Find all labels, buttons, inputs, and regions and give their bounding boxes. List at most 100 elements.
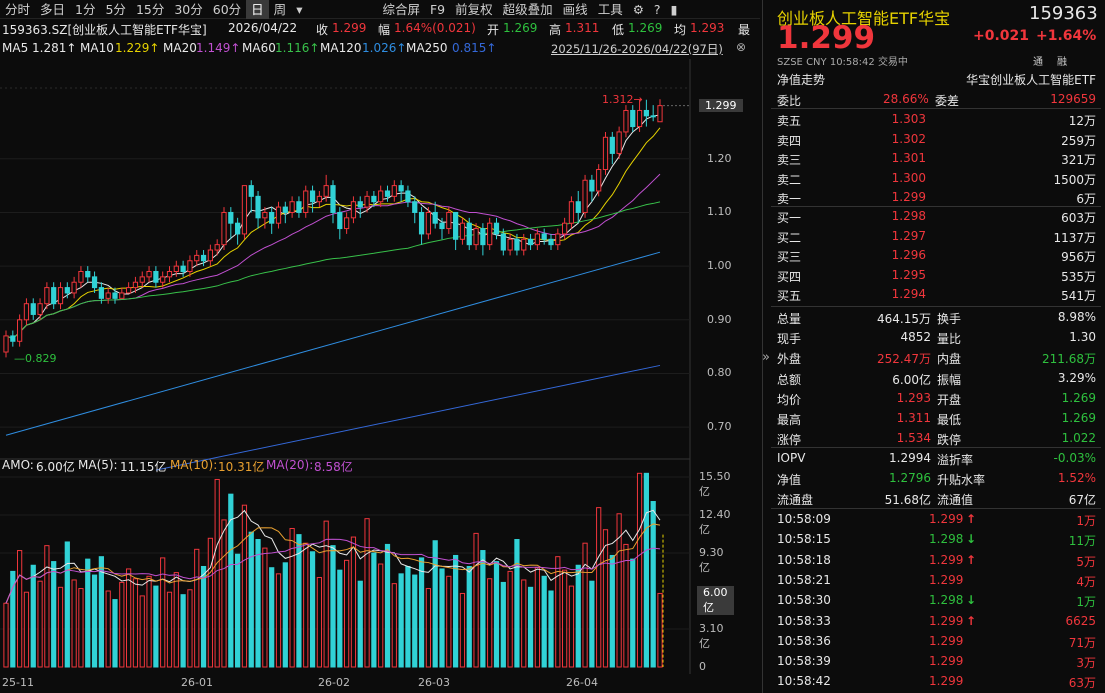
toolbar-item[interactable]: 画线 (562, 1, 588, 17)
high-marker: 1.312→ (602, 93, 643, 106)
level-price: 1.300 (891, 170, 926, 185)
toolbar-item[interactable]: 周 (273, 1, 287, 17)
candle-body (303, 190, 309, 213)
tick-time: 10:58:09 (777, 512, 831, 526)
volume-bar (23, 591, 30, 668)
candle-body (473, 228, 479, 246)
candle-body (487, 222, 493, 246)
tick-time: 10:58:39 (777, 654, 831, 669)
volume-bar (364, 518, 370, 668)
ma5-line (5, 114, 661, 340)
toolbar-item[interactable]: 综合屏 (382, 1, 420, 17)
candle-body (357, 201, 363, 208)
candle-body (425, 211, 431, 235)
collapse-panel-icon[interactable]: » (762, 350, 770, 365)
bid-level[interactable]: 买一 1.298 603万 (763, 207, 1105, 227)
more-icon[interactable]: ▮ (670, 1, 678, 17)
toolbar-item[interactable]: 15分 (135, 1, 165, 17)
candle-body (350, 201, 357, 219)
candle-body (391, 185, 397, 197)
candle (562, 217, 568, 240)
ma10-label: MA10 (80, 41, 114, 55)
toolbar-item[interactable]: 分时 (5, 1, 31, 17)
level-label: 买一 (777, 211, 802, 225)
price-change-pct: +1.64% (1036, 28, 1097, 44)
bid-level[interactable]: 买四 1.295 535万 (763, 266, 1105, 286)
price-axis-label: 1.20 (707, 151, 732, 165)
close-icon[interactable]: ⊗ (736, 40, 747, 54)
volume-bar (514, 539, 520, 668)
ma120-label: MA120 (320, 41, 362, 55)
volume-bar (616, 513, 622, 668)
toolbar-item[interactable]: F9 (429, 1, 446, 17)
toolbar-item[interactable]: 前复权 (455, 1, 493, 17)
gear-icon[interactable]: ⚙ (632, 1, 644, 17)
stat-value: 1.269 (1061, 411, 1096, 425)
toolbar-item[interactable]: 30分 (174, 1, 203, 17)
ask-level[interactable]: 卖四 1.302 259万 (763, 130, 1105, 150)
toolbar-item[interactable]: 工具 (597, 1, 623, 17)
divider (771, 447, 1101, 448)
ask-level[interactable]: 卖二 1.300 1500万 (763, 169, 1105, 189)
candle-body (630, 109, 636, 128)
level-label: 买五 (777, 289, 802, 303)
date-label: 26-04 (566, 676, 598, 689)
toolbar-item[interactable]: 日 (246, 0, 269, 19)
bid-level[interactable]: 买二 1.297 1137万 (763, 227, 1105, 247)
volume-bar (255, 539, 261, 668)
candle-body (296, 201, 302, 213)
level-price: 1.297 (891, 228, 926, 243)
tick-volume: 1万 (1076, 595, 1096, 610)
toolbar-item[interactable]: 多日 (40, 1, 66, 17)
candle (71, 276, 77, 299)
tick-time: 10:58:42 (777, 674, 831, 689)
candle (153, 266, 159, 288)
ask-level[interactable]: 卖三 1.301 321万 (763, 149, 1105, 169)
volume-bar (575, 564, 581, 668)
volume-bar (160, 557, 166, 668)
toolbar-item[interactable]: ▾ (296, 1, 303, 17)
candle-body (248, 185, 254, 197)
security-code-name: 159363.SZ[创业板人工智能ETF华宝] (2, 23, 207, 37)
tick-row: 10:58:21 1.299 4万 (763, 571, 1105, 591)
volume-bar (418, 557, 425, 668)
ma5-label: MA5 (2, 41, 29, 55)
toolbar-item[interactable]: 1分 (75, 1, 96, 17)
volume-bar (207, 537, 213, 668)
help-icon[interactable]: ? (653, 1, 661, 17)
candle (214, 239, 220, 256)
date-range-link[interactable]: 2025/11/26-2026/04/22(97日) (551, 42, 723, 56)
ask-level[interactable]: 卖五 1.303 12万 (763, 110, 1105, 130)
candle (650, 105, 656, 122)
candle (194, 250, 200, 267)
close-label: 收 (316, 23, 329, 37)
candle-body (418, 211, 425, 235)
ask-level[interactable]: 卖一 1.299 6万 (763, 188, 1105, 208)
level-price: 1.295 (891, 267, 926, 282)
level-volume: 1500万 (1053, 172, 1096, 187)
candle (262, 207, 268, 229)
quote-time: 10:58:42 (829, 57, 875, 68)
stats-row: 净值 1.2796 升贴水率 1.52% (763, 469, 1105, 489)
candle (657, 99, 663, 123)
toolbar-item[interactable]: 60分 (212, 1, 242, 17)
toolbar-item[interactable]: 超级叠加 (502, 1, 553, 17)
stat-label: 跌停 (937, 433, 962, 448)
tick-time: 10:58:33 (777, 613, 831, 628)
nav-trend-link[interactable]: 净值走势 (777, 73, 826, 87)
tick-price: 1.299 (929, 633, 964, 648)
volume-bar (105, 590, 111, 668)
fund-name-link[interactable]: 华宝创业板人工智能ETF (966, 73, 1096, 87)
nav-link-row[interactable]: 净值走势 华宝创业板人工智能ETF (763, 69, 1105, 89)
candle (500, 228, 506, 256)
price-axis-label: 1.10 (707, 205, 732, 219)
candle-body (384, 190, 391, 197)
volume-bar (527, 586, 534, 668)
candle-body (207, 249, 213, 262)
tick-price: 1.299 (929, 552, 964, 567)
bid-level[interactable]: 买三 1.296 956万 (763, 246, 1105, 266)
toolbar-item[interactable]: 5分 (105, 1, 126, 17)
bid-level[interactable]: 买五 1.294 541万 (763, 285, 1105, 305)
up-arrow-icon: ↑ (966, 512, 977, 526)
volume-bar (214, 478, 220, 668)
